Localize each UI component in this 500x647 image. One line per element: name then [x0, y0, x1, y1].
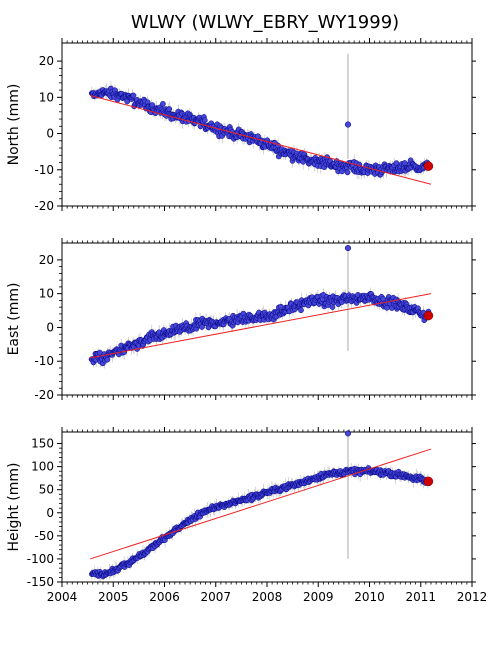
y-axis-label: North (mm) — [6, 84, 22, 166]
y-tick-label: -20 — [34, 199, 54, 213]
x-tick-label: 2008 — [252, 590, 283, 604]
plot-frame — [61, 42, 473, 207]
y-tick-label: 0 — [46, 320, 54, 334]
x-tick-label: 2007 — [200, 590, 231, 604]
y-tick-label: 100 — [31, 460, 54, 474]
data-point — [166, 106, 173, 112]
x-tick-label: 2006 — [149, 590, 180, 604]
y-tick-label: -20 — [34, 388, 54, 402]
data-point — [401, 160, 408, 166]
latest-point — [423, 476, 434, 487]
data-point — [380, 295, 387, 302]
outlier-point — [344, 430, 352, 437]
data-point — [393, 160, 400, 167]
data-point — [298, 307, 304, 314]
latest-point — [423, 310, 434, 321]
x-tick-label: 2011 — [405, 590, 436, 604]
outlier-point — [344, 245, 352, 252]
data-points — [89, 465, 432, 580]
y-tick-label: 0 — [46, 506, 54, 520]
panel-3: -150 -100 -50 0 50 100 150 Height (mm) 2004 2005 2… — [6, 427, 487, 604]
y-tick-label: -100 — [27, 552, 54, 566]
x-tick-label: 2010 — [354, 590, 385, 604]
latest-point — [423, 161, 434, 171]
y-tick-label: 50 — [39, 483, 54, 497]
data-point — [344, 169, 351, 176]
x-tick-label: 2009 — [303, 590, 334, 604]
data-point — [124, 98, 131, 105]
chart-title: WLWY (WLWY_EBRY_WY1999) — [131, 12, 399, 33]
y-tick-label: 10 — [39, 90, 54, 104]
outlier-point — [344, 121, 352, 128]
y-tick-label: -150 — [27, 575, 54, 589]
y-tick-label: 10 — [39, 287, 54, 301]
y-tick-label: 20 — [39, 253, 54, 267]
data-point — [201, 117, 208, 124]
data-points — [88, 85, 432, 178]
data-point — [130, 92, 137, 99]
trend-line — [90, 293, 432, 359]
trend-line — [90, 448, 432, 560]
y-tick-label: -10 — [34, 163, 54, 177]
error-bars — [91, 463, 429, 582]
y-axis-label: Height (mm) — [6, 463, 22, 552]
data-point — [160, 101, 166, 107]
x-tick-label: 2012 — [457, 590, 488, 604]
trend-line — [90, 95, 432, 185]
panel-1: -20 -10 0 10 20 North (mm) — [6, 38, 476, 213]
panel-2: -20 -10 0 10 20 East (mm) — [6, 238, 476, 402]
x-tick-label: 2005 — [98, 590, 129, 604]
y-tick-label: 0 — [46, 127, 54, 141]
y-axis-label: East (mm) — [6, 283, 22, 356]
data-point — [329, 304, 336, 310]
data-points — [88, 290, 432, 367]
y-tick-label: 20 — [39, 54, 54, 68]
x-tick-label: 2004 — [47, 590, 78, 604]
y-tick-label: -50 — [34, 529, 54, 543]
y-tick-label: 150 — [31, 437, 54, 451]
plot-frame — [61, 431, 473, 583]
y-tick-label: -10 — [34, 354, 54, 368]
